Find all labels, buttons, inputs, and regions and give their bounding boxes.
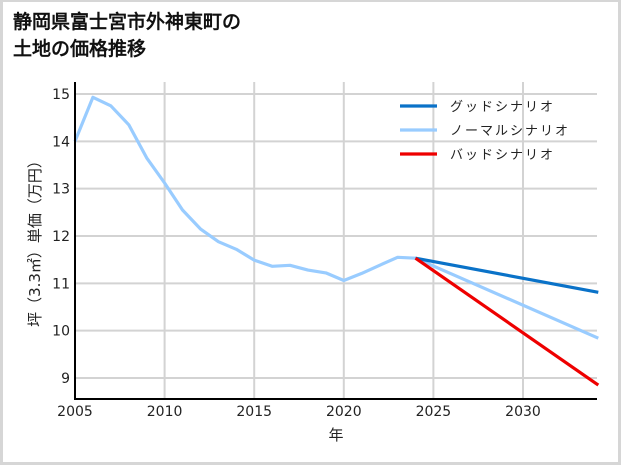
y-axis-label: 坪（3.3㎡）単価（万円） [26, 153, 44, 327]
series-line [414, 256, 600, 387]
x-tick-label: 2015 [236, 404, 272, 420]
x-tick-label: 2025 [416, 404, 452, 420]
x-tick-label: 2005 [57, 404, 93, 420]
y-tick-label: 14 [52, 134, 70, 150]
x-axis-label: 年 [328, 426, 343, 444]
legend-label: グッドシナリオ [450, 100, 555, 115]
series-line [415, 256, 599, 294]
x-tick-label: 2030 [505, 404, 541, 420]
legend-label: ノーマルシナリオ [450, 124, 570, 139]
y-tick-label: 9 [61, 371, 70, 387]
y-tick-label: 12 [52, 229, 70, 245]
y-tick-label: 15 [52, 87, 70, 103]
x-tick-label: 2020 [326, 404, 362, 420]
series-lines [73, 95, 600, 387]
x-tick-label: 2010 [147, 404, 183, 420]
gridlines [75, 82, 597, 399]
axes [74, 82, 597, 400]
y-tick-label: 11 [52, 276, 70, 292]
chart-title: 静岡県富士宮市外神東町の 土地の価格推移 [13, 11, 242, 60]
y-tick-label: 10 [52, 324, 70, 340]
series-line [73, 95, 599, 340]
tick-labels: 2005 2010 2015 2020 2025 2030 9 10 11 12 13 14 15 [52, 87, 541, 420]
y-tick-label: 13 [52, 182, 70, 198]
legend-label: バッドシナリオ [450, 148, 555, 163]
